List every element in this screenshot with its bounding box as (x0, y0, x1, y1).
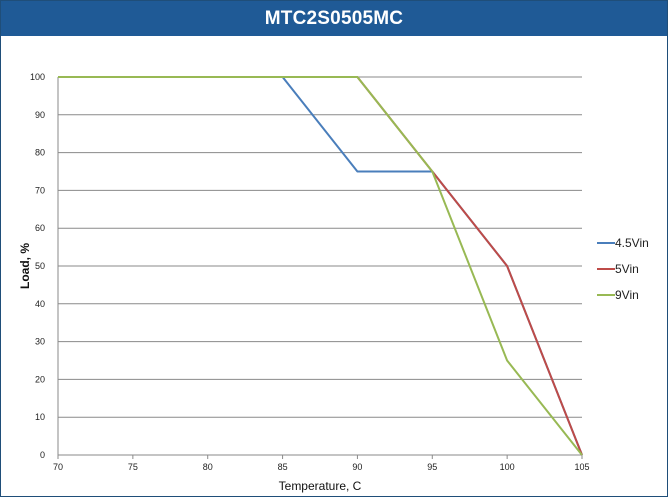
y-tick-label: 30 (35, 337, 45, 347)
y-tick-label: 50 (35, 261, 45, 271)
y-tick-label: 0 (40, 450, 45, 460)
y-tick-label: 20 (35, 374, 45, 384)
chart-title: MTC2S0505MC (1, 1, 667, 36)
x-tick-label: 100 (500, 462, 515, 472)
y-tick-label: 40 (35, 299, 45, 309)
y-tick-label: 70 (35, 185, 45, 195)
x-tick-label: 75 (128, 462, 138, 472)
x-tick-label: 90 (352, 462, 362, 472)
x-tick-label: 70 (53, 462, 63, 472)
y-tick-label: 90 (35, 110, 45, 120)
series-lines (58, 76, 583, 456)
series-line-9vin (58, 76, 583, 456)
x-tick-label: 95 (427, 462, 437, 472)
legend-label: 5Vin (615, 262, 639, 276)
grid-lines (57, 76, 583, 459)
y-tick-label: 60 (35, 223, 45, 233)
y-tick-label: 10 (35, 412, 45, 422)
x-tick-label: 80 (203, 462, 213, 472)
legend-label: 4.5Vin (615, 236, 649, 250)
x-tick-label: 85 (278, 462, 288, 472)
x-tick-label: 105 (574, 462, 589, 472)
y-tick-label: 80 (35, 148, 45, 158)
legend-label: 9Vin (615, 288, 639, 302)
y-tick-labels: 0 10 20 30 40 50 60 70 80 90 100 (30, 72, 45, 460)
legend: 4.5Vin 5Vin 9Vin (597, 236, 649, 302)
x-axis-label: Temperature, C (279, 479, 362, 493)
x-tick-labels: 70 75 80 85 90 95 100 105 (53, 462, 590, 472)
y-axis-label: Load, % (18, 243, 32, 289)
y-tick-label: 100 (30, 72, 45, 82)
